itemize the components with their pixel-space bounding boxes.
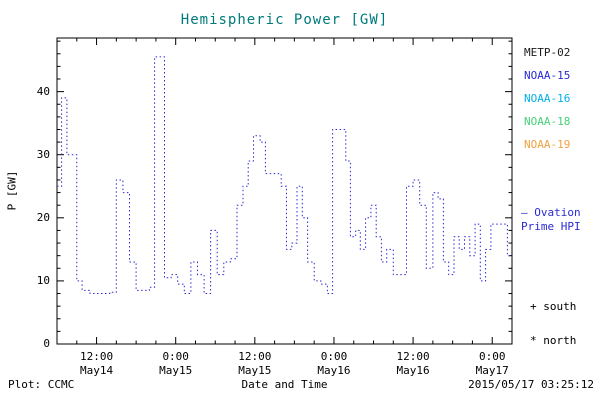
x-tick-label: 0:00 May15: [159, 350, 193, 377]
x-tick-label: 12:00 May16: [396, 350, 430, 377]
y-tick-label: 30: [36, 147, 50, 161]
y-tick-label: 10: [36, 273, 50, 287]
hpi-step-line: [57, 56, 512, 294]
x-tick-label: 0:00 May17: [475, 350, 509, 377]
legend-item-noaa18: NOAA-18: [524, 115, 571, 128]
legend-ovation-prime-hpi: — Ovation Prime HPI: [521, 206, 599, 234]
y-tick-label: 0: [43, 337, 50, 350]
x-axis-label: Date and Time: [241, 378, 328, 391]
y-tick-label: 40: [36, 84, 50, 98]
timestamp: 2015/05/17 03:25:12: [468, 378, 594, 391]
legend-ovation-line1: — Ovation: [521, 206, 581, 219]
legend-south-marker: + south: [530, 300, 577, 313]
x-tick-label: 12:00 May14: [80, 350, 114, 377]
y-tick-label: 20: [36, 210, 50, 224]
x-tick-label: 0:00 May16: [317, 350, 351, 377]
legend-item-noaa15: NOAA-15: [524, 69, 571, 82]
legend-item-metp02: METP-02: [524, 46, 571, 59]
x-tick-label: 12:00 May15: [238, 350, 272, 377]
legend-item-noaa16: NOAA-16: [524, 92, 571, 105]
plot-credit: Plot: CCMC: [8, 378, 75, 391]
legend-ovation-line2: Prime HPI: [521, 220, 581, 233]
chart-title: Hemispheric Power [GW]: [180, 12, 389, 28]
legend-item-noaa19: NOAA-19: [524, 138, 571, 151]
legend-north-marker: * north: [530, 334, 577, 347]
